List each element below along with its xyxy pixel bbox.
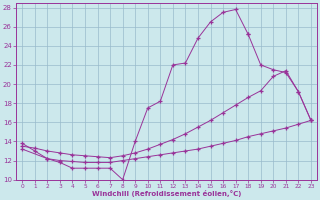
X-axis label: Windchill (Refroidissement éolien,°C): Windchill (Refroidissement éolien,°C): [92, 190, 241, 197]
